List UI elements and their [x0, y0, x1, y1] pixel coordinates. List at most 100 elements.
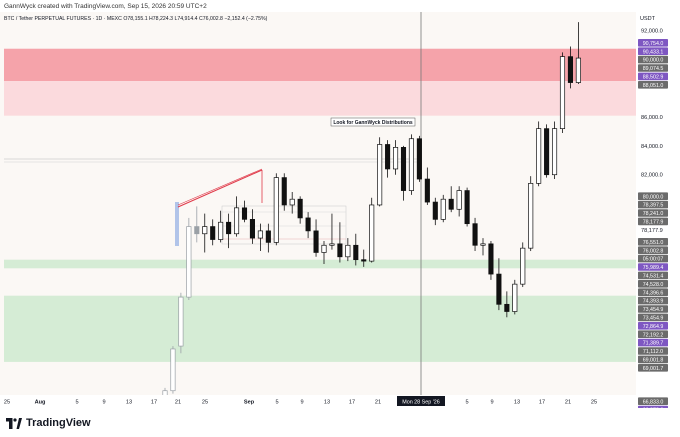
price-tag-bg: [638, 238, 668, 246]
candle-body: [265, 230, 271, 243]
price-tag-label: 05:00:07: [643, 257, 664, 263]
price-tag: 76,002.8: [638, 246, 668, 254]
candle-body: [432, 201, 438, 220]
price-tag-bg: [638, 397, 668, 405]
candle-body: [504, 303, 510, 312]
candle: [345, 238, 351, 262]
time-tick: 13: [126, 400, 132, 406]
candle-body: [464, 190, 470, 225]
candle-body: [575, 57, 581, 83]
price-tag-bg: [638, 81, 668, 89]
highlight-box: [175, 202, 179, 246]
candle: [337, 222, 343, 263]
candle-body: [551, 128, 558, 176]
candle-body: [393, 147, 399, 170]
candle: [496, 258, 502, 311]
price-tag-label: 71,112.0: [643, 349, 663, 355]
time-tick: 17: [349, 400, 355, 406]
candle-body: [257, 230, 263, 239]
price-tag-label: 74,531.4: [643, 274, 664, 280]
credit-text: GannWyck created with TradingView.com, S…: [4, 3, 207, 10]
price-tag-bg: [638, 246, 668, 254]
candle-body: [329, 243, 335, 246]
candle: [575, 22, 581, 84]
price-tag-label: 73,454.9: [643, 316, 664, 322]
candle-body: [186, 226, 192, 298]
candle: [313, 219, 319, 257]
time-tick: 21: [175, 400, 181, 406]
price-tag-bg: [638, 322, 668, 330]
candle-body: [440, 198, 446, 220]
currency-label: USDT: [640, 16, 655, 22]
price-tag: 74,528.0: [638, 280, 668, 288]
price-tag-bg: [638, 47, 668, 55]
time-tick: 25: [591, 400, 597, 406]
candle-body: [273, 177, 279, 243]
price-tag-label: 74,396.6: [643, 290, 664, 296]
candle-body: [567, 56, 574, 83]
candle: [186, 217, 192, 300]
candle-body: [400, 147, 407, 191]
candle-body: [345, 244, 351, 258]
price-tag-bg: [638, 263, 668, 271]
price-tag-bg: [638, 200, 668, 209]
ohlc-legend: BTC / Tether PERPETUAL FUTURES · 1D · ME…: [4, 16, 267, 22]
candle: [520, 242, 526, 288]
price-tag: 88,051.0: [638, 81, 668, 89]
price-tag-bg: [638, 355, 668, 364]
candle: [559, 52, 566, 133]
candle: [321, 240, 327, 264]
zone-green: [4, 295, 636, 362]
candle: [544, 124, 550, 178]
high-value: H78,224.3: [149, 16, 173, 22]
candle: [432, 197, 438, 226]
price-tag: 69,001.7: [638, 364, 668, 372]
price-tag-bg: [638, 64, 668, 72]
time-tick: 13: [324, 400, 330, 406]
price-tag: 72,192.2: [638, 330, 668, 338]
price-axis: 92,000.0 86,000.0 84,000.0 82,000.0 80,000.0…: [636, 12, 680, 414]
candle-body: [337, 243, 343, 258]
candle: [361, 249, 367, 267]
time-tick: 21: [565, 400, 571, 406]
candle-body: [488, 243, 494, 275]
price-tag-bg: [638, 209, 668, 217]
time-tick: Aug: [35, 400, 46, 406]
candle: [289, 192, 295, 214]
candle: [170, 346, 176, 394]
time-tick: 9: [102, 400, 105, 406]
close-value: C76,002.8: [198, 16, 223, 22]
zone-green: [4, 259, 636, 269]
time-tick: 5: [75, 400, 78, 406]
price-tag-bg: [638, 305, 668, 313]
price-tag: 78,177.9: [638, 217, 668, 226]
price-tag-label: 76,551.0: [643, 240, 664, 246]
candle-body: [536, 128, 542, 184]
price-tag-bg: [638, 271, 668, 280]
logo-text: TradingView: [26, 417, 91, 429]
candle: [305, 212, 311, 239]
price-tag: 76,551.0: [638, 238, 668, 246]
price-tag: 88,502.9: [638, 72, 668, 81]
zone-light_red: [4, 81, 636, 116]
time-tick: 25: [4, 400, 10, 406]
trendlines: [177, 168, 263, 208]
symbol-name: BTC / Tether PERPETUAL FUTURES · 1D · ME…: [4, 16, 122, 22]
candle: [377, 137, 383, 207]
tradingview-logo[interactable]: TradingView: [6, 416, 91, 430]
price-tag-bg: [638, 55, 668, 64]
price-tag-bg: [638, 280, 668, 288]
candle-body: [226, 221, 232, 235]
candle: [400, 145, 407, 201]
price-tick: 78,177.9: [641, 228, 663, 234]
candle-body: [234, 207, 240, 235]
price-tag-bg: [638, 288, 668, 296]
candle: [265, 223, 271, 253]
price-tag-label: 74,393.9: [643, 299, 664, 305]
candle: [202, 213, 208, 253]
price-tag: 90,433.1: [638, 47, 668, 55]
price-tag-bg: [638, 313, 668, 322]
crosshair-date: Mon 28 Sep '26: [402, 400, 440, 406]
price-tag-label: 88,502.9: [643, 75, 664, 81]
